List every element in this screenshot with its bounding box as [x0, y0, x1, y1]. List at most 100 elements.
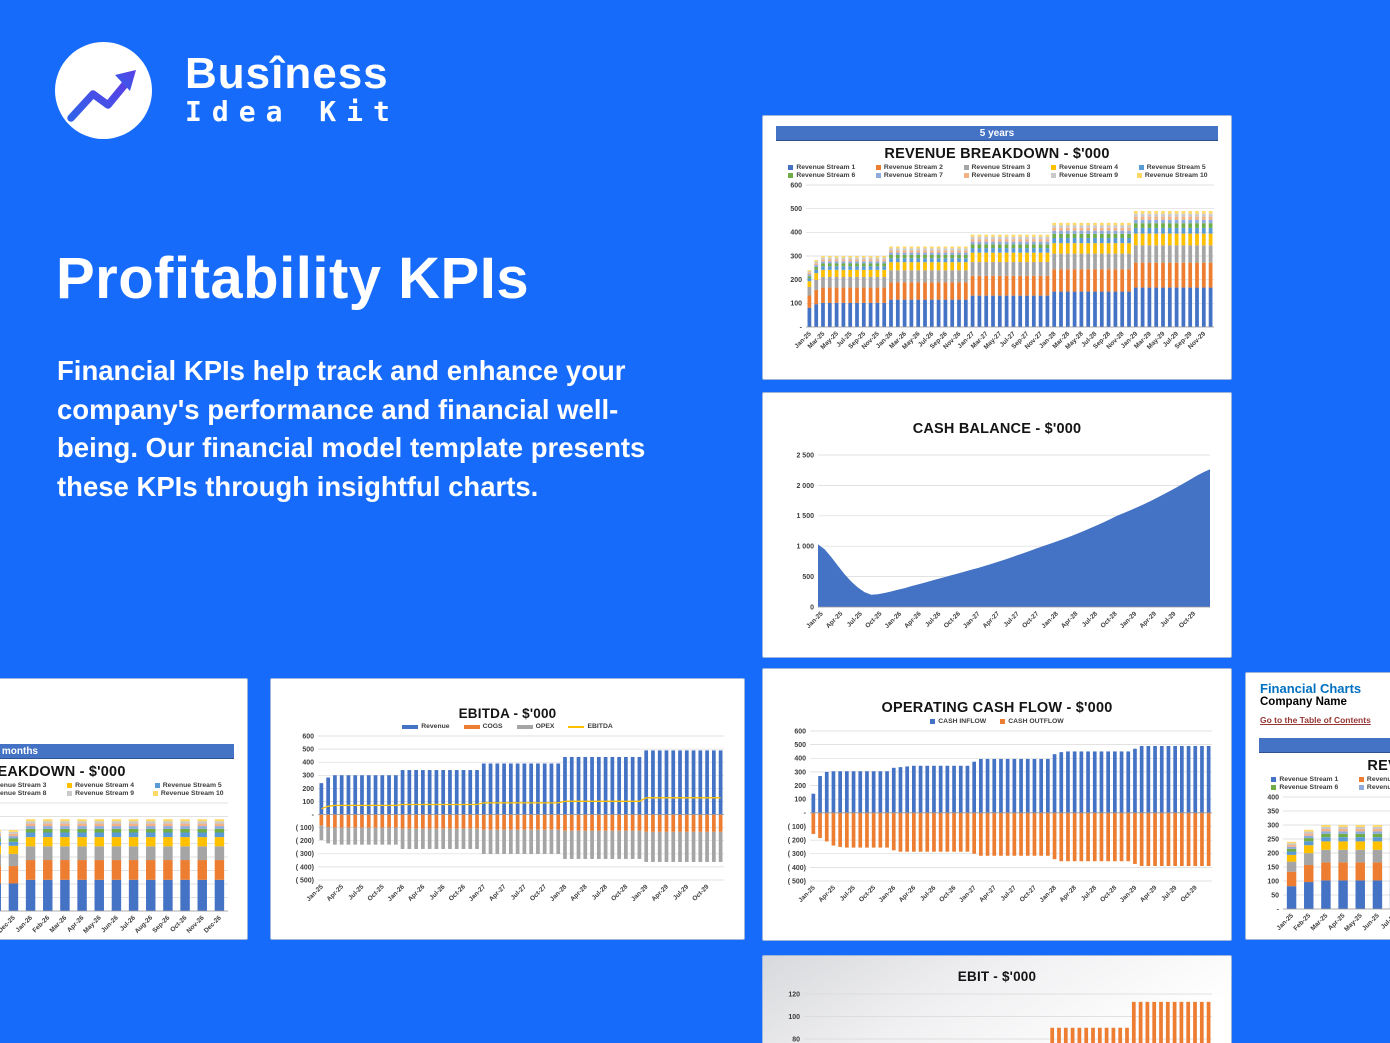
svg-text:100: 100	[788, 1014, 800, 1021]
svg-text:Oct-27: Oct-27	[1019, 884, 1039, 904]
svg-text:Jul-28: Jul-28	[591, 883, 610, 902]
svg-text:Apr-29: Apr-29	[650, 883, 670, 903]
svg-text:-: -	[804, 810, 807, 817]
svg-text:400: 400	[790, 230, 802, 237]
trend-arrow-icon	[67, 70, 136, 122]
table-of-contents-link[interactable]: Go to the Table of Contents	[1260, 715, 1371, 726]
svg-text:600: 600	[790, 182, 802, 189]
svg-text:Apr-28: Apr-28	[569, 883, 589, 903]
svg-text:100: 100	[302, 799, 314, 806]
svg-text:Oct-25: Oct-25	[858, 884, 878, 904]
svg-text:50: 50	[1271, 892, 1279, 899]
svg-text:Jan-27: Jan-27	[962, 610, 982, 630]
legend-item: Revenue Stream 3	[954, 164, 1040, 171]
svg-text:Oct-28: Oct-28	[610, 883, 630, 903]
card-ebit: EBIT - $'000 12010080604020-Jan-25Apr-25…	[762, 955, 1232, 1043]
legend-item: Revenue Stream 5	[145, 782, 231, 789]
svg-text:Apr-28: Apr-28	[1059, 884, 1079, 904]
period-label: 24 months	[0, 745, 38, 757]
revenue-breakdown-24m-chart: 40035030025020015010050-Jan-25Feb-25Mar-…	[0, 799, 236, 951]
ebitda-chart: 600 500 400 300 200 100 - ( 100) ( 200) ( 300) ( 4…	[282, 732, 733, 920]
svg-text:-: -	[312, 812, 315, 819]
svg-text:500: 500	[794, 742, 806, 749]
svg-text:Apr-26: Apr-26	[407, 883, 427, 903]
page-description: Financial KPIs help track and enhance yo…	[57, 355, 646, 502]
svg-text:80: 80	[792, 1036, 800, 1043]
svg-text:Jan-26: Jan-26	[386, 883, 406, 903]
company-name: Company Name	[1260, 696, 1347, 709]
svg-text:Jul-27: Jul-27	[999, 884, 1018, 903]
card-financial-charts: Financial Charts Company Name Go to the …	[1245, 672, 1390, 940]
legend-item: CASH INFLOW	[930, 718, 986, 725]
svg-text:100: 100	[794, 797, 806, 804]
svg-text:Oct-26: Oct-26	[448, 883, 468, 903]
svg-text:Dec-26: Dec-26	[203, 914, 223, 934]
svg-text:2 000: 2 000	[796, 483, 814, 490]
svg-text:Jul-29: Jul-29	[1160, 884, 1179, 903]
brand-logo: Busîness Idea Kit	[55, 42, 400, 139]
legend-item: Revenue Stream 2	[867, 164, 953, 171]
svg-text:Jan-25: Jan-25	[305, 883, 325, 903]
legend-item: Revenue Stream 8	[954, 172, 1040, 179]
period-bar-24-months: 24 months	[0, 744, 234, 760]
legend-item: OPEX	[516, 723, 554, 730]
card-revenue-breakdown-24m: Financial Charts Company Name Go to the …	[0, 678, 248, 940]
legend-item: Revenue Stream 2	[1350, 776, 1390, 783]
svg-text:Mar-26: Mar-26	[49, 914, 69, 934]
logo-word-business: Busîness	[185, 49, 389, 99]
svg-text:200: 200	[790, 277, 802, 284]
svg-text:Apr-27: Apr-27	[978, 884, 998, 904]
operating-cash-flow-chart: 600 500 400 300 200 100 - ( 100) ( 200) ( 300) ( 4…	[774, 727, 1220, 923]
svg-text:Apr-25: Apr-25	[817, 884, 837, 904]
svg-text:( 400): ( 400)	[296, 864, 314, 871]
svg-text:Apr-26: Apr-26	[898, 884, 918, 904]
card-revenue-breakdown-5y: 5 years REVENUE BREAKDOWN - $'000 Revenu…	[762, 115, 1232, 380]
legend-item: Revenue Stream 6	[779, 172, 865, 179]
svg-text:500: 500	[790, 206, 802, 213]
period-bar-24-months: 24 months	[1259, 738, 1390, 754]
svg-text:300: 300	[1267, 822, 1279, 829]
svg-text:400: 400	[794, 756, 806, 763]
svg-text:Jan-28: Jan-28	[549, 883, 569, 903]
svg-text:600: 600	[302, 733, 314, 740]
period-bar-5-years: 5 years	[776, 126, 1218, 141]
svg-text:Oct-25: Oct-25	[864, 610, 884, 630]
svg-text:Jun-26: Jun-26	[100, 914, 120, 934]
svg-text:( 200): ( 200)	[788, 838, 806, 845]
svg-text:Aug-26: Aug-26	[134, 914, 155, 935]
svg-text:( 100): ( 100)	[788, 824, 806, 831]
svg-text:300: 300	[302, 773, 314, 780]
svg-text:350: 350	[1267, 808, 1279, 815]
svg-text:( 400): ( 400)	[788, 865, 806, 872]
chart-title-cash-balance: CASH BALANCE - $'000	[912, 421, 1082, 437]
svg-text:Jan-28: Jan-28	[1040, 610, 1060, 630]
svg-text:500: 500	[802, 574, 814, 581]
svg-text:( 100): ( 100)	[296, 825, 314, 832]
sheet-header: Financial Charts Company Name Go to the …	[0, 679, 247, 734]
svg-text:May-26: May-26	[82, 914, 103, 935]
svg-text:Jul-28: Jul-28	[1081, 610, 1100, 629]
svg-text:600: 600	[794, 728, 806, 735]
svg-text:Jan-25: Jan-25	[805, 610, 825, 630]
svg-text:Oct-27: Oct-27	[529, 883, 549, 903]
svg-text:Jul-26: Jul-26	[924, 610, 943, 629]
company-name: Company Name	[0, 702, 233, 716]
sheet-header: Financial Charts Company Name Go to the …	[1246, 673, 1390, 728]
svg-text:150: 150	[1267, 864, 1279, 871]
svg-text:Apr-26: Apr-26	[903, 610, 923, 630]
legend-item: Revenue Stream 10	[145, 790, 231, 797]
chart-title-revenue-breakdown-24m: REVENUE BREAKDOWN - $'000	[1367, 758, 1390, 775]
svg-text:Oct-29: Oct-29	[1178, 610, 1198, 630]
legend-item: Revenue Stream 6	[1262, 784, 1348, 791]
svg-text:400: 400	[1267, 794, 1279, 801]
chart-title-ebitda: EBITDA - $'000	[458, 706, 557, 721]
svg-text:Jan-25: Jan-25	[1275, 912, 1295, 932]
svg-text:250: 250	[1267, 836, 1279, 843]
legend-item: Revenue Stream 9	[58, 790, 144, 797]
svg-text:Oct-26: Oct-26	[938, 884, 958, 904]
svg-text:Apr-25: Apr-25	[326, 883, 346, 903]
svg-text:Nov-26: Nov-26	[185, 914, 206, 935]
